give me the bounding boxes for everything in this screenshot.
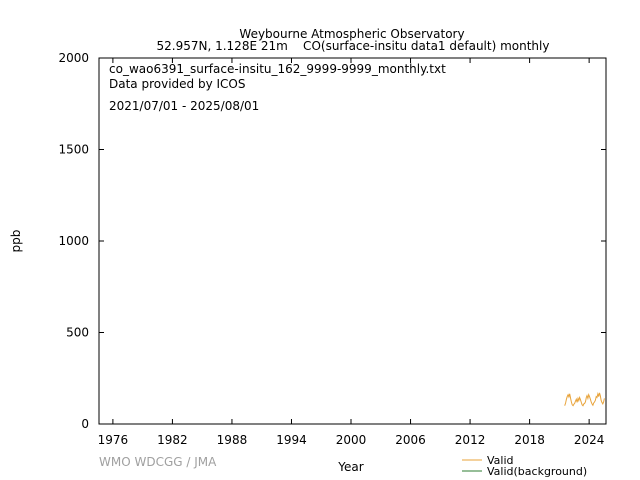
series-layer: [564, 391, 605, 407]
y-tick-label: 0: [81, 417, 89, 431]
watermark: WMO WDCGG / JMA: [99, 455, 217, 469]
y-tick-label: 1500: [58, 143, 89, 157]
y-tick-label: 500: [66, 326, 89, 340]
x-axis-label: Year: [337, 460, 363, 474]
y-tick-label: 1000: [58, 234, 89, 248]
y-axis-ticks: 0 500 1000 1500 2000: [58, 51, 606, 431]
x-tick-label: 2018: [514, 433, 545, 447]
x-tick-label: 2000: [336, 433, 367, 447]
y-tick-label: 2000: [58, 51, 89, 65]
x-tick-label: 2006: [395, 433, 426, 447]
x-tick-label: 1976: [98, 433, 129, 447]
annotation-filename: co_wao6391_surface-insitu_162_9999-9999_…: [109, 62, 446, 76]
x-tick-label: 2012: [455, 433, 486, 447]
legend-label-valid: Valid: [487, 454, 514, 467]
x-tick-label: 1982: [157, 433, 188, 447]
x-tick-label: 1994: [276, 433, 307, 447]
legend-label-valid-background: Valid(background): [487, 465, 587, 478]
x-axis-ticks: 1976 1982 1988 1994 2000 2006 2012 2018 2024: [98, 58, 605, 447]
y-axis-label: ppb: [9, 230, 23, 253]
x-tick-label: 1988: [217, 433, 248, 447]
annotation-provider: Data provided by ICOS: [109, 77, 245, 91]
legend: Valid Valid(background): [462, 454, 587, 478]
chart-title: Weybourne Atmospheric Observatory: [239, 27, 464, 41]
chart-subtitle: 52.957N, 1.128E 21m CO(surface-insitu da…: [157, 39, 550, 53]
annotation-period: 2021/07/01 - 2025/08/01: [109, 99, 259, 113]
x-tick-label: 2024: [574, 433, 605, 447]
series-line-0: [564, 391, 605, 407]
